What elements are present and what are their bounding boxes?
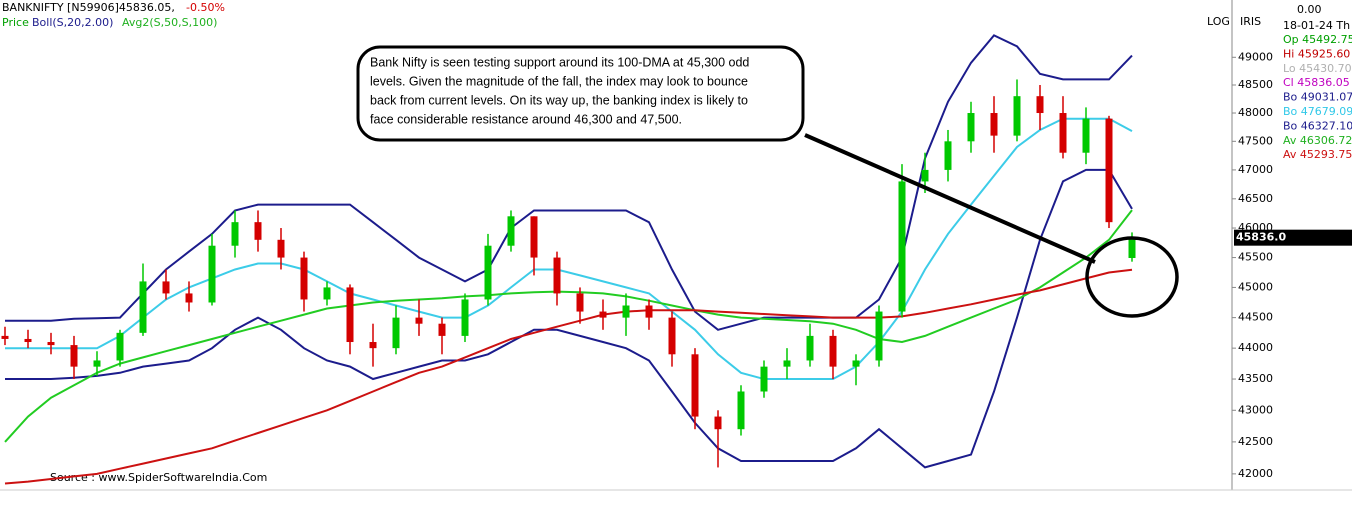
y-tick-label: 42500 xyxy=(1238,435,1273,448)
candle-body xyxy=(507,216,515,246)
candle-body xyxy=(185,293,193,303)
candle-body xyxy=(231,222,239,246)
y-tick-label: 49000 xyxy=(1238,50,1273,63)
candle-body xyxy=(47,342,55,346)
candle-body xyxy=(967,113,975,142)
y-tick-label: 44500 xyxy=(1238,311,1273,324)
annotation-arrow xyxy=(804,133,1096,264)
candle-body xyxy=(70,345,78,367)
candle-body xyxy=(254,222,262,240)
candle-body xyxy=(829,335,837,367)
candle-body xyxy=(484,245,492,300)
candle-body xyxy=(208,245,216,303)
info-item: Lo 45430.70 xyxy=(1283,62,1352,75)
candle-body xyxy=(576,293,584,312)
y-tick-label: 43000 xyxy=(1238,403,1273,416)
scale-label: IRIS xyxy=(1240,15,1261,28)
y-tick-label: 47000 xyxy=(1238,163,1273,176)
candle-body xyxy=(139,281,147,333)
chart-title: BANKNIFTY [N59906]45836.05, xyxy=(2,1,175,14)
plot xyxy=(1,34,1136,485)
candle-body xyxy=(921,169,929,182)
candle-body xyxy=(116,332,124,361)
annotation-line: Bank Nifty is seen testing support aroun… xyxy=(370,55,749,69)
candle-body xyxy=(944,141,952,170)
info-item: Op 45492.75 xyxy=(1283,33,1352,46)
candle-body xyxy=(392,317,400,349)
candle-body xyxy=(599,311,607,318)
candle-body xyxy=(622,305,630,318)
last-price-box xyxy=(1234,229,1352,246)
annotation-line: back from current levels. On its way up,… xyxy=(370,93,748,107)
candle-body xyxy=(645,305,653,318)
indicator-label: Boll(S,20,2.00) xyxy=(32,16,113,29)
y-tick-label: 47500 xyxy=(1238,134,1273,147)
candle-body xyxy=(369,342,377,349)
y-tick-label: 46500 xyxy=(1238,192,1273,205)
candle-body xyxy=(530,216,538,258)
indicator-line xyxy=(5,34,1133,331)
candle-body xyxy=(806,335,814,361)
info-item: Hi 45925.60 xyxy=(1283,47,1350,60)
info-date: 18-01-24 Th xyxy=(1283,19,1350,32)
info-item: Bo 49031.07 xyxy=(1283,91,1352,104)
indicator-line xyxy=(5,168,1133,469)
candle-body xyxy=(852,360,860,367)
candle-body xyxy=(691,354,699,417)
info-item: Av 45293.75 xyxy=(1283,148,1352,161)
candle-body xyxy=(415,317,423,324)
candle-body xyxy=(1013,96,1021,136)
candle-body xyxy=(760,366,768,392)
y-tick-label: 48500 xyxy=(1238,78,1273,91)
candle-body xyxy=(1,335,9,339)
candle-body xyxy=(668,317,676,355)
scale-label: LOG xyxy=(1207,15,1230,28)
annotation-line: levels. Given the magnitude of the fall,… xyxy=(370,74,748,88)
candle-body xyxy=(898,181,906,312)
candle-body xyxy=(162,281,170,294)
annotation-box xyxy=(356,45,805,142)
y-tick-label: 42000 xyxy=(1238,467,1273,480)
candle-body xyxy=(277,239,285,258)
candle-body xyxy=(461,299,469,336)
indicator-label: Avg2(S,50,S,100) xyxy=(122,16,217,29)
info-item: Cl 45836.05 xyxy=(1283,76,1350,89)
annotation-circle xyxy=(1085,236,1179,318)
candle-body xyxy=(737,391,745,430)
change: -0.50% xyxy=(186,1,225,14)
indicator-line xyxy=(5,117,1133,380)
candle-body xyxy=(323,287,331,300)
y-tick-label: 43500 xyxy=(1238,372,1273,385)
info-top: 0.00 xyxy=(1297,3,1322,16)
info-item: Bo 46327.10 xyxy=(1283,119,1352,132)
indicator-label: Price xyxy=(2,16,29,29)
indicator-line xyxy=(4,268,1133,485)
annotation-line: face considerable resistance around 46,3… xyxy=(370,112,682,126)
candle-body xyxy=(346,287,354,343)
candle-body xyxy=(1105,118,1113,223)
candle-body xyxy=(1082,118,1090,153)
y-tick-label: 45000 xyxy=(1238,280,1273,293)
candle-body xyxy=(553,257,561,294)
candle-body xyxy=(990,113,998,136)
candle-body xyxy=(783,360,791,367)
y-tick-label: 48000 xyxy=(1238,106,1273,119)
candle-body xyxy=(300,257,308,300)
candle-body xyxy=(1128,237,1136,258)
candle-body xyxy=(93,360,101,367)
candle-body xyxy=(875,311,883,361)
source: Source : www.SpiderSoftwareIndia.Com xyxy=(50,471,267,484)
y-tick-label: 45500 xyxy=(1238,251,1273,264)
y-tick-label: 44000 xyxy=(1238,341,1273,354)
last-price-label: 45836.0 xyxy=(1236,231,1286,244)
candle-body xyxy=(438,323,446,336)
candle-body xyxy=(1036,96,1044,114)
candle-body xyxy=(24,338,32,343)
info-item: Av 46306.72 xyxy=(1283,134,1352,147)
candle-body xyxy=(1059,113,1067,153)
info-item: Bo 47679.09 xyxy=(1283,105,1352,118)
candle-body xyxy=(714,416,722,430)
indicator-line xyxy=(4,209,1133,443)
